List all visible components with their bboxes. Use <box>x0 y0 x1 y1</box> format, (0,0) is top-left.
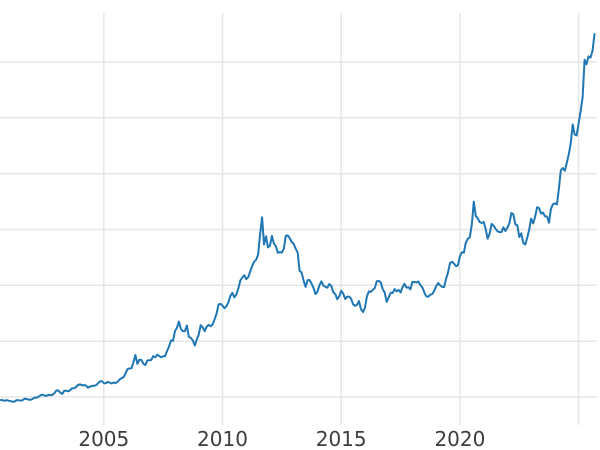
price-line-series <box>0 33 596 403</box>
x-tick-label: 2015 <box>316 427 367 450</box>
gridlines-layer <box>0 13 597 425</box>
x-tick-label: 2010 <box>197 427 248 450</box>
x-tick-label: 2020 <box>434 427 485 450</box>
x-tick-label: 2005 <box>78 427 129 450</box>
series-layer <box>0 33 596 403</box>
x-axis-tick-labels: 2005 2010 2015 2020 <box>78 427 485 450</box>
